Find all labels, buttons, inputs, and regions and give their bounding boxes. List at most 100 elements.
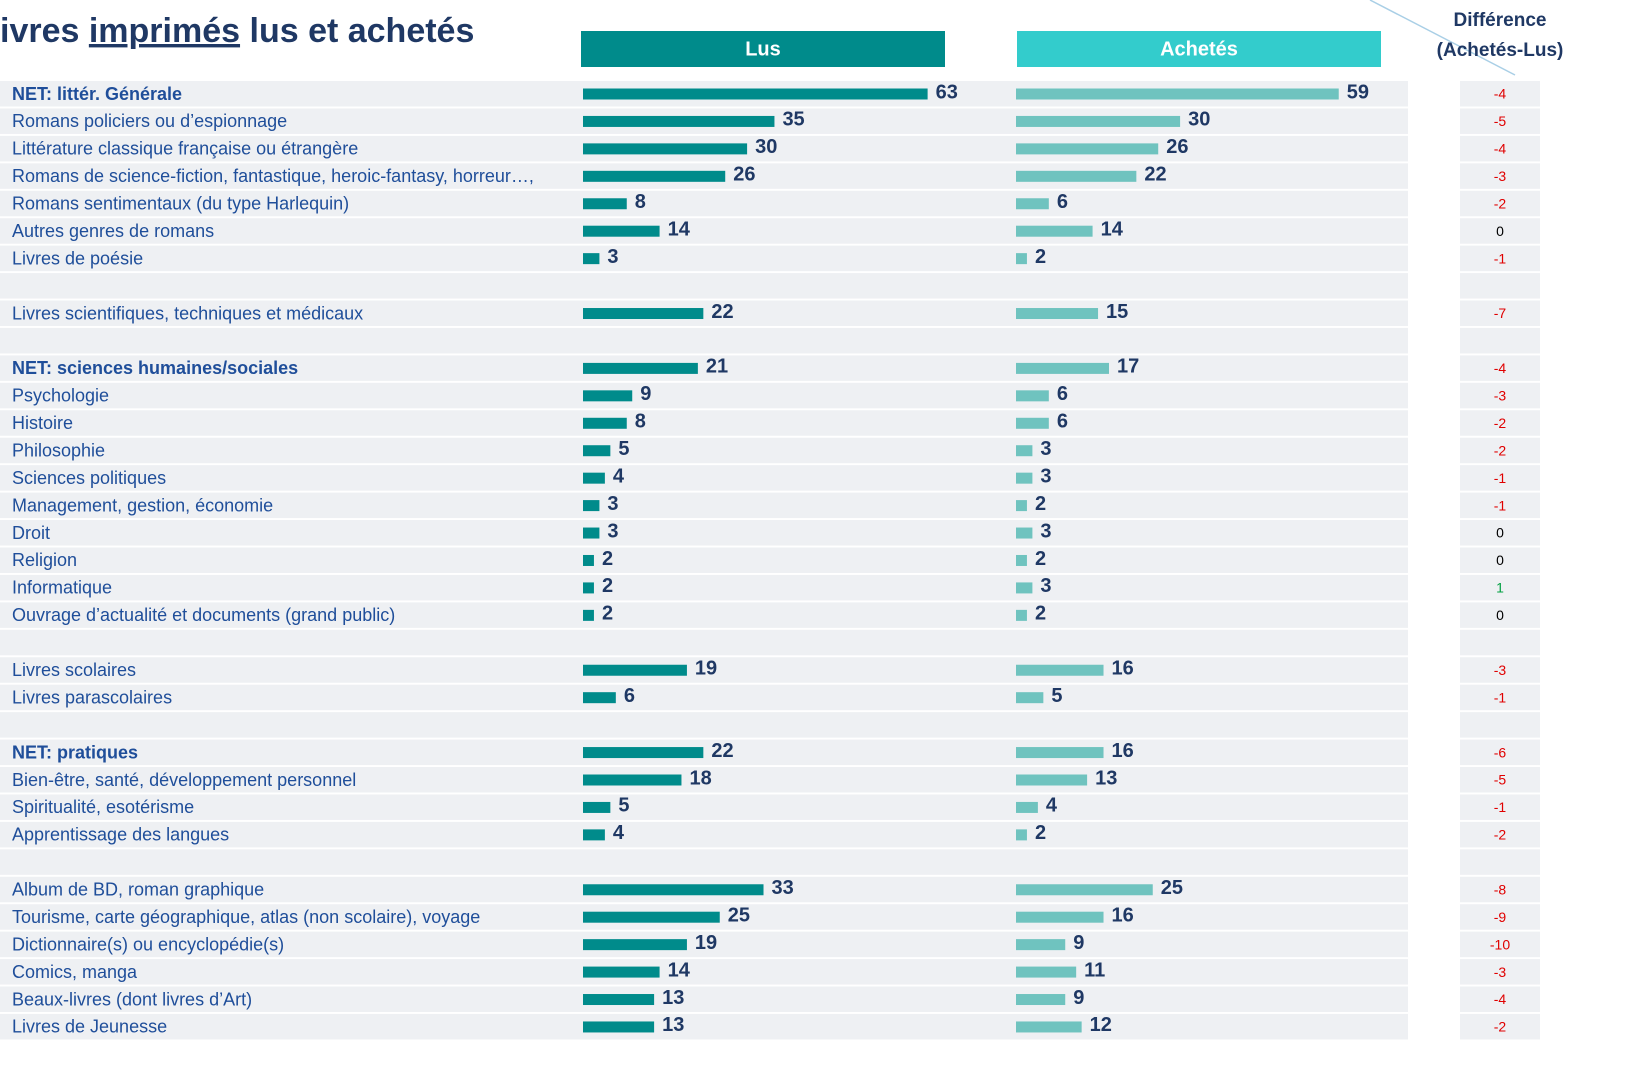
row-label: NET: pratiques: [12, 742, 138, 762]
diff-band: [1460, 657, 1540, 683]
value-label: 4: [613, 465, 625, 487]
row-label: Spiritualité, esotérisme: [12, 797, 194, 817]
diff-value: -4: [1494, 141, 1507, 157]
row-band: [0, 327, 1408, 354]
bar: [1016, 966, 1077, 978]
row-label: Ouvrage d’actualité et documents (grand …: [12, 605, 395, 625]
row-band: [0, 382, 1408, 409]
diff-band: [1460, 190, 1540, 217]
row-label: Comics, manga: [12, 962, 138, 982]
bar: [583, 747, 704, 759]
diff-band: [1460, 821, 1540, 848]
bar: [1016, 692, 1044, 704]
chart-title: ivres imprimés lus et achetés: [0, 12, 474, 50]
diff-value: -5: [1494, 772, 1507, 788]
row-label: Livres de Jeunesse: [12, 1017, 167, 1037]
bar: [1016, 609, 1027, 621]
diff-band: [1460, 273, 1540, 299]
bar: [583, 417, 627, 429]
diff-value: -9: [1494, 909, 1507, 925]
diff-value: -4: [1494, 86, 1507, 102]
row-label: Religion: [12, 550, 77, 570]
diff-value: 1: [1496, 580, 1504, 596]
row-band: [0, 739, 1408, 766]
value-label: 13: [662, 1014, 684, 1036]
diff-band: [1460, 876, 1540, 903]
bar: [1016, 829, 1027, 841]
value-label: 6: [1057, 191, 1068, 213]
diff-band: [1460, 218, 1540, 244]
diff-band: [1460, 767, 1540, 793]
value-label: 19: [695, 658, 717, 680]
diff-value: -7: [1494, 305, 1507, 321]
bar: [1016, 143, 1159, 155]
row-label: Dictionnaire(s) ou encyclopédie(s): [12, 934, 284, 954]
row-band: [0, 849, 1408, 875]
row-label: Apprentissage des langues: [12, 825, 229, 845]
diff-band: [1460, 81, 1540, 107]
diff-value: -2: [1494, 195, 1507, 211]
bar: [1016, 253, 1027, 265]
value-label: 3: [1040, 438, 1051, 460]
value-label: 25: [1161, 877, 1183, 899]
diff-band: [1460, 684, 1540, 711]
value-label: 6: [1057, 383, 1068, 405]
bar: [1016, 911, 1104, 923]
diff-band: [1460, 712, 1540, 738]
title-part: imprimés: [89, 12, 240, 50]
diff-value: -3: [1494, 964, 1507, 980]
bar: [1016, 170, 1137, 182]
bar: [1016, 417, 1049, 429]
diff-value: -1: [1494, 497, 1507, 513]
bar: [1016, 308, 1099, 320]
value-label: 9: [1073, 987, 1084, 1009]
bar: [1016, 884, 1153, 896]
row-label: Informatique: [12, 578, 112, 598]
diff-band: [1460, 794, 1540, 820]
column-header: [1017, 31, 1381, 67]
bar: [583, 939, 687, 951]
diff-value: -1: [1494, 799, 1507, 815]
row-band: [0, 821, 1408, 848]
row-label: Management, gestion, économie: [12, 495, 273, 515]
bar: [1016, 445, 1033, 457]
diff-band: [1460, 135, 1540, 162]
row-band: [0, 794, 1408, 820]
value-label: 13: [1095, 767, 1117, 789]
row-band: [0, 684, 1408, 711]
value-label: 9: [1073, 932, 1084, 954]
bar: [583, 664, 687, 676]
value-label: 14: [1101, 218, 1124, 240]
value-label: 5: [618, 795, 629, 817]
value-label: 9: [640, 383, 651, 405]
diff-header: Différence: [1454, 10, 1547, 31]
diff-value: -10: [1490, 936, 1510, 952]
value-label: 21: [706, 356, 728, 378]
bar: [583, 253, 600, 265]
value-label: 2: [602, 548, 613, 570]
value-label: 59: [1347, 81, 1369, 103]
bar: [583, 390, 633, 402]
bar: [583, 472, 605, 484]
value-label: 22: [711, 301, 733, 323]
row-band: [0, 245, 1408, 272]
value-label: 35: [782, 109, 804, 131]
title-part: ivres: [0, 12, 89, 50]
diff-band: [1460, 959, 1540, 985]
diff-band: [1460, 602, 1540, 628]
value-label: 22: [711, 740, 733, 762]
diff-value: 0: [1496, 525, 1504, 541]
value-label: 12: [1090, 1014, 1112, 1036]
bar: [583, 170, 726, 182]
value-label: 3: [1040, 465, 1051, 487]
bar: [1016, 362, 1109, 374]
value-label: 26: [733, 164, 755, 186]
diff-band: [1460, 739, 1540, 766]
value-label: 8: [635, 411, 646, 433]
diff-value: -1: [1494, 689, 1507, 705]
column-header-label: Achetés: [1160, 38, 1238, 60]
row-label: Histoire: [12, 413, 73, 433]
value-label: 2: [602, 575, 613, 597]
value-label: 11: [1084, 959, 1105, 981]
